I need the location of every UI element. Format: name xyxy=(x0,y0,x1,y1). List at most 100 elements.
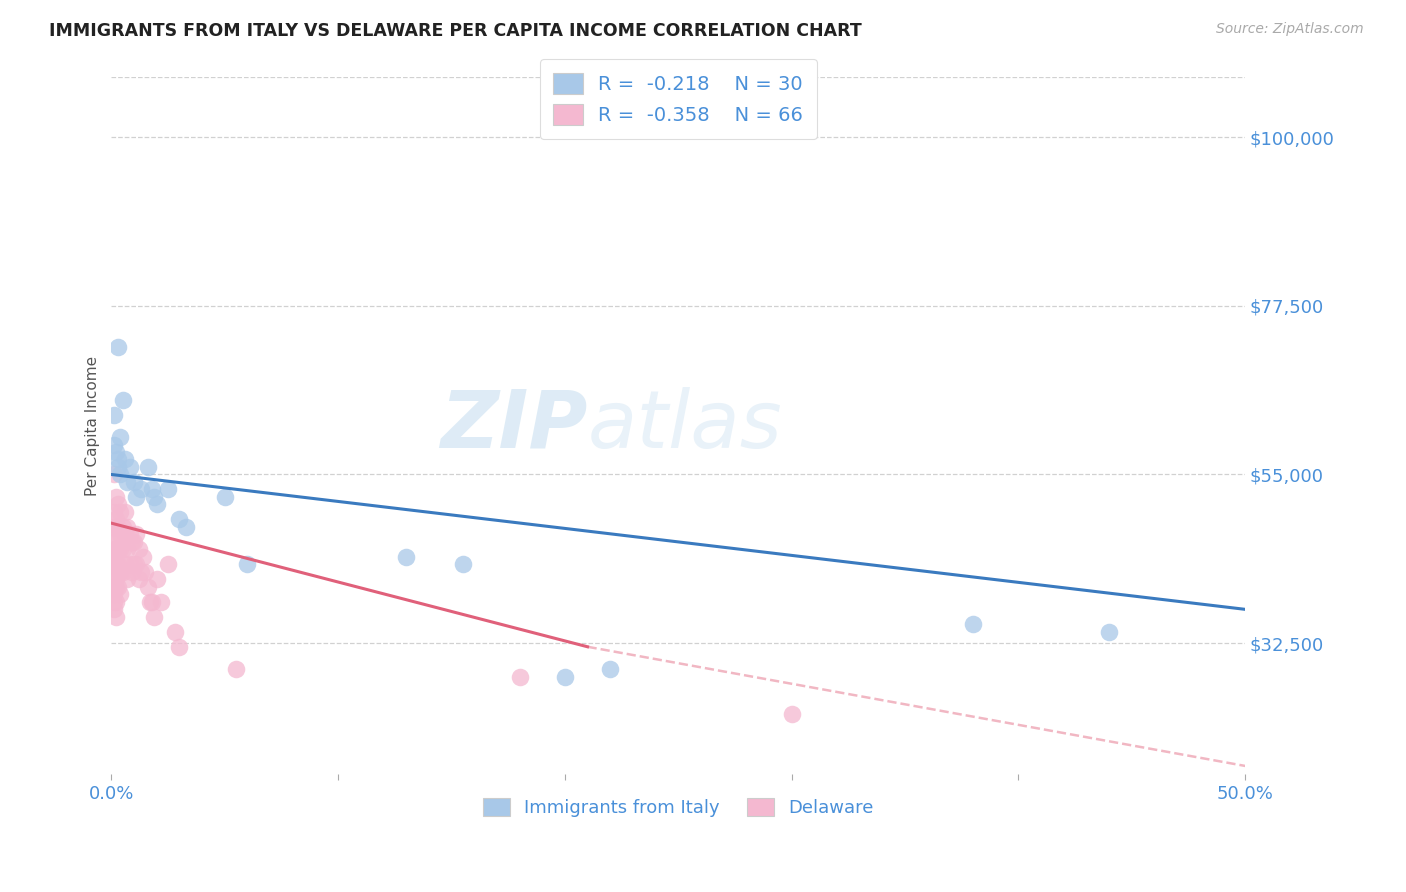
Point xyxy=(107,542,129,557)
Point xyxy=(111,565,134,579)
Point xyxy=(136,580,159,594)
Point xyxy=(143,490,166,504)
Point xyxy=(107,460,129,475)
Point xyxy=(599,662,621,676)
Point xyxy=(136,460,159,475)
Point xyxy=(157,483,180,497)
Point xyxy=(141,595,163,609)
Point xyxy=(104,595,127,609)
Point xyxy=(104,542,127,557)
Point xyxy=(129,483,152,497)
Point xyxy=(132,549,155,564)
Point xyxy=(111,520,134,534)
Point xyxy=(236,558,259,572)
Point xyxy=(103,580,125,594)
Point xyxy=(103,437,125,451)
Point xyxy=(143,609,166,624)
Point xyxy=(110,542,132,557)
Point xyxy=(103,467,125,482)
Point xyxy=(145,572,167,586)
Point xyxy=(104,609,127,624)
Point xyxy=(118,527,141,541)
Point xyxy=(117,542,139,557)
Point xyxy=(125,490,148,504)
Point xyxy=(225,662,247,676)
Point xyxy=(118,460,141,475)
Point xyxy=(125,558,148,572)
Point xyxy=(110,587,132,601)
Point xyxy=(114,505,136,519)
Point xyxy=(110,467,132,482)
Point xyxy=(104,512,127,526)
Point xyxy=(163,624,186,639)
Point xyxy=(141,483,163,497)
Text: ZIP: ZIP xyxy=(440,387,588,465)
Point xyxy=(110,430,132,444)
Point xyxy=(103,572,125,586)
Legend: Immigrants from Italy, Delaware: Immigrants from Italy, Delaware xyxy=(475,790,882,824)
Point xyxy=(174,520,197,534)
Point xyxy=(103,505,125,519)
Text: IMMIGRANTS FROM ITALY VS DELAWARE PER CAPITA INCOME CORRELATION CHART: IMMIGRANTS FROM ITALY VS DELAWARE PER CA… xyxy=(49,22,862,40)
Point xyxy=(128,572,150,586)
Point xyxy=(157,558,180,572)
Text: Source: ZipAtlas.com: Source: ZipAtlas.com xyxy=(1216,22,1364,37)
Point xyxy=(104,445,127,459)
Point xyxy=(395,549,418,564)
Point xyxy=(962,617,984,632)
Point xyxy=(128,542,150,557)
Point xyxy=(104,580,127,594)
Point xyxy=(214,490,236,504)
Point xyxy=(104,572,127,586)
Point xyxy=(114,527,136,541)
Point xyxy=(554,670,576,684)
Point xyxy=(134,565,156,579)
Point xyxy=(103,542,125,557)
Point xyxy=(169,640,191,654)
Point xyxy=(508,670,530,684)
Point xyxy=(104,527,127,541)
Point xyxy=(107,452,129,467)
Point xyxy=(107,580,129,594)
Point xyxy=(169,512,191,526)
Y-axis label: Per Capita Income: Per Capita Income xyxy=(86,356,100,496)
Point xyxy=(111,392,134,407)
Point xyxy=(103,535,125,549)
Point xyxy=(125,527,148,541)
Point xyxy=(114,558,136,572)
Point xyxy=(110,505,132,519)
Point xyxy=(110,565,132,579)
Point xyxy=(110,527,132,541)
Point xyxy=(1098,624,1121,639)
Point xyxy=(103,549,125,564)
Point xyxy=(122,558,145,572)
Point xyxy=(103,602,125,616)
Point xyxy=(103,595,125,609)
Point xyxy=(451,558,474,572)
Point xyxy=(121,535,143,549)
Point xyxy=(780,707,803,722)
Point xyxy=(122,535,145,549)
Point xyxy=(139,595,162,609)
Point xyxy=(121,565,143,579)
Point xyxy=(114,452,136,467)
Point xyxy=(103,587,125,601)
Text: atlas: atlas xyxy=(588,387,782,465)
Point xyxy=(107,558,129,572)
Point xyxy=(117,572,139,586)
Point xyxy=(107,498,129,512)
Point xyxy=(107,340,129,354)
Point xyxy=(150,595,173,609)
Point xyxy=(145,498,167,512)
Point xyxy=(117,475,139,489)
Point xyxy=(104,490,127,504)
Point xyxy=(103,408,125,422)
Point xyxy=(104,558,127,572)
Point xyxy=(103,565,125,579)
Point xyxy=(107,520,129,534)
Point xyxy=(129,565,152,579)
Point xyxy=(117,520,139,534)
Point xyxy=(118,558,141,572)
Point xyxy=(111,542,134,557)
Point xyxy=(103,520,125,534)
